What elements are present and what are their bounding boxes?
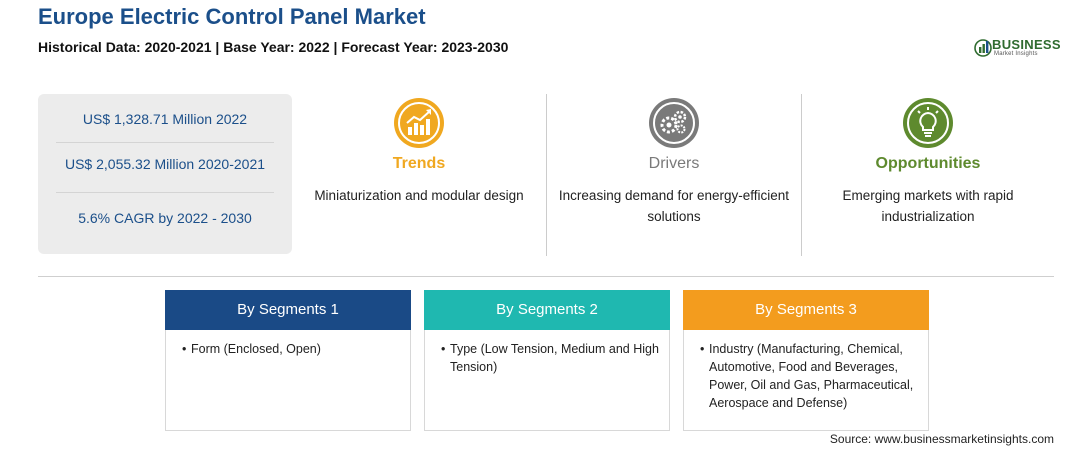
- segment-card-2: By Segments 2 • Type (Low Tension, Mediu…: [424, 290, 670, 431]
- drivers-title: Drivers: [648, 155, 700, 172]
- segment-1-item: • Form (Enclosed, Open): [166, 330, 410, 358]
- section-divider: [38, 276, 1054, 277]
- segment-card-1: By Segments 1 • Form (Enclosed, Open): [165, 290, 411, 431]
- bullet-marker: •: [700, 342, 705, 356]
- drivers-column: Drivers Increasing demand for energy-eff…: [556, 96, 792, 227]
- segment-2-item-text: Type (Low Tension, Medium and High Tensi…: [450, 342, 659, 374]
- market-stats-panel: US$ 1,328.71 Million 2022 US$ 2,055.32 M…: [38, 94, 292, 254]
- lightbulb-icon: [903, 98, 953, 148]
- stat-market-size-2022: US$ 1,328.71 Million 2022: [82, 111, 248, 127]
- logo-wordmark: BUSINESS: [992, 37, 1061, 52]
- trends-title: Trends: [392, 155, 446, 172]
- segment-2-item: • Type (Low Tension, Medium and High Ten…: [425, 330, 669, 376]
- segment-3-item: • Industry (Manufacturing, Chemical, Aut…: [684, 330, 928, 412]
- segment-3-title: By Segments 3: [683, 290, 929, 330]
- trends-text: Miniaturization and modular design: [314, 188, 524, 203]
- bullet-marker: •: [441, 342, 446, 356]
- opportunities-column: Opportunities Emerging markets with rapi…: [812, 96, 1044, 227]
- stat-divider: [56, 192, 274, 193]
- segment-card-3: By Segments 3 • Industry (Manufacturing,…: [683, 290, 929, 431]
- segment-2-title: By Segments 2: [424, 290, 670, 330]
- column-divider: [546, 94, 547, 256]
- opportunities-title: Opportunities: [875, 155, 981, 172]
- drivers-text: Increasing demand for energy-efficient s…: [558, 188, 790, 224]
- page-subtitle: Historical Data: 2020-2021 | Base Year: …: [38, 39, 509, 55]
- logo-icon: [974, 39, 992, 57]
- opportunities-text: Emerging markets with rapid industrializ…: [842, 188, 1014, 224]
- stat-divider: [56, 142, 274, 143]
- rising-chart-icon: [394, 98, 444, 148]
- gears-icon: [649, 98, 699, 148]
- page-title: Europe Electric Control Panel Market: [38, 4, 426, 29]
- stat-market-size-historical: US$ 2,055.32 Million 2020-2021: [64, 156, 266, 172]
- brand-logo[interactable]: BUSINESS Market Insights: [974, 36, 1064, 60]
- logo-tagline: Market Insights: [994, 51, 1038, 57]
- column-divider: [801, 94, 802, 256]
- segment-3-item-text: Industry (Manufacturing, Chemical, Autom…: [709, 342, 914, 410]
- bullet-marker: •: [182, 342, 187, 356]
- stat-cagr: 5.6% CAGR by 2022 - 2030: [78, 210, 252, 226]
- segment-1-item-text: Form (Enclosed, Open): [191, 342, 321, 356]
- segment-1-title: By Segments 1: [165, 290, 411, 330]
- source-credit: Source: www.businessmarketinsights.com: [829, 432, 1054, 446]
- trends-column: Trends Miniaturization and modular desig…: [300, 96, 538, 206]
